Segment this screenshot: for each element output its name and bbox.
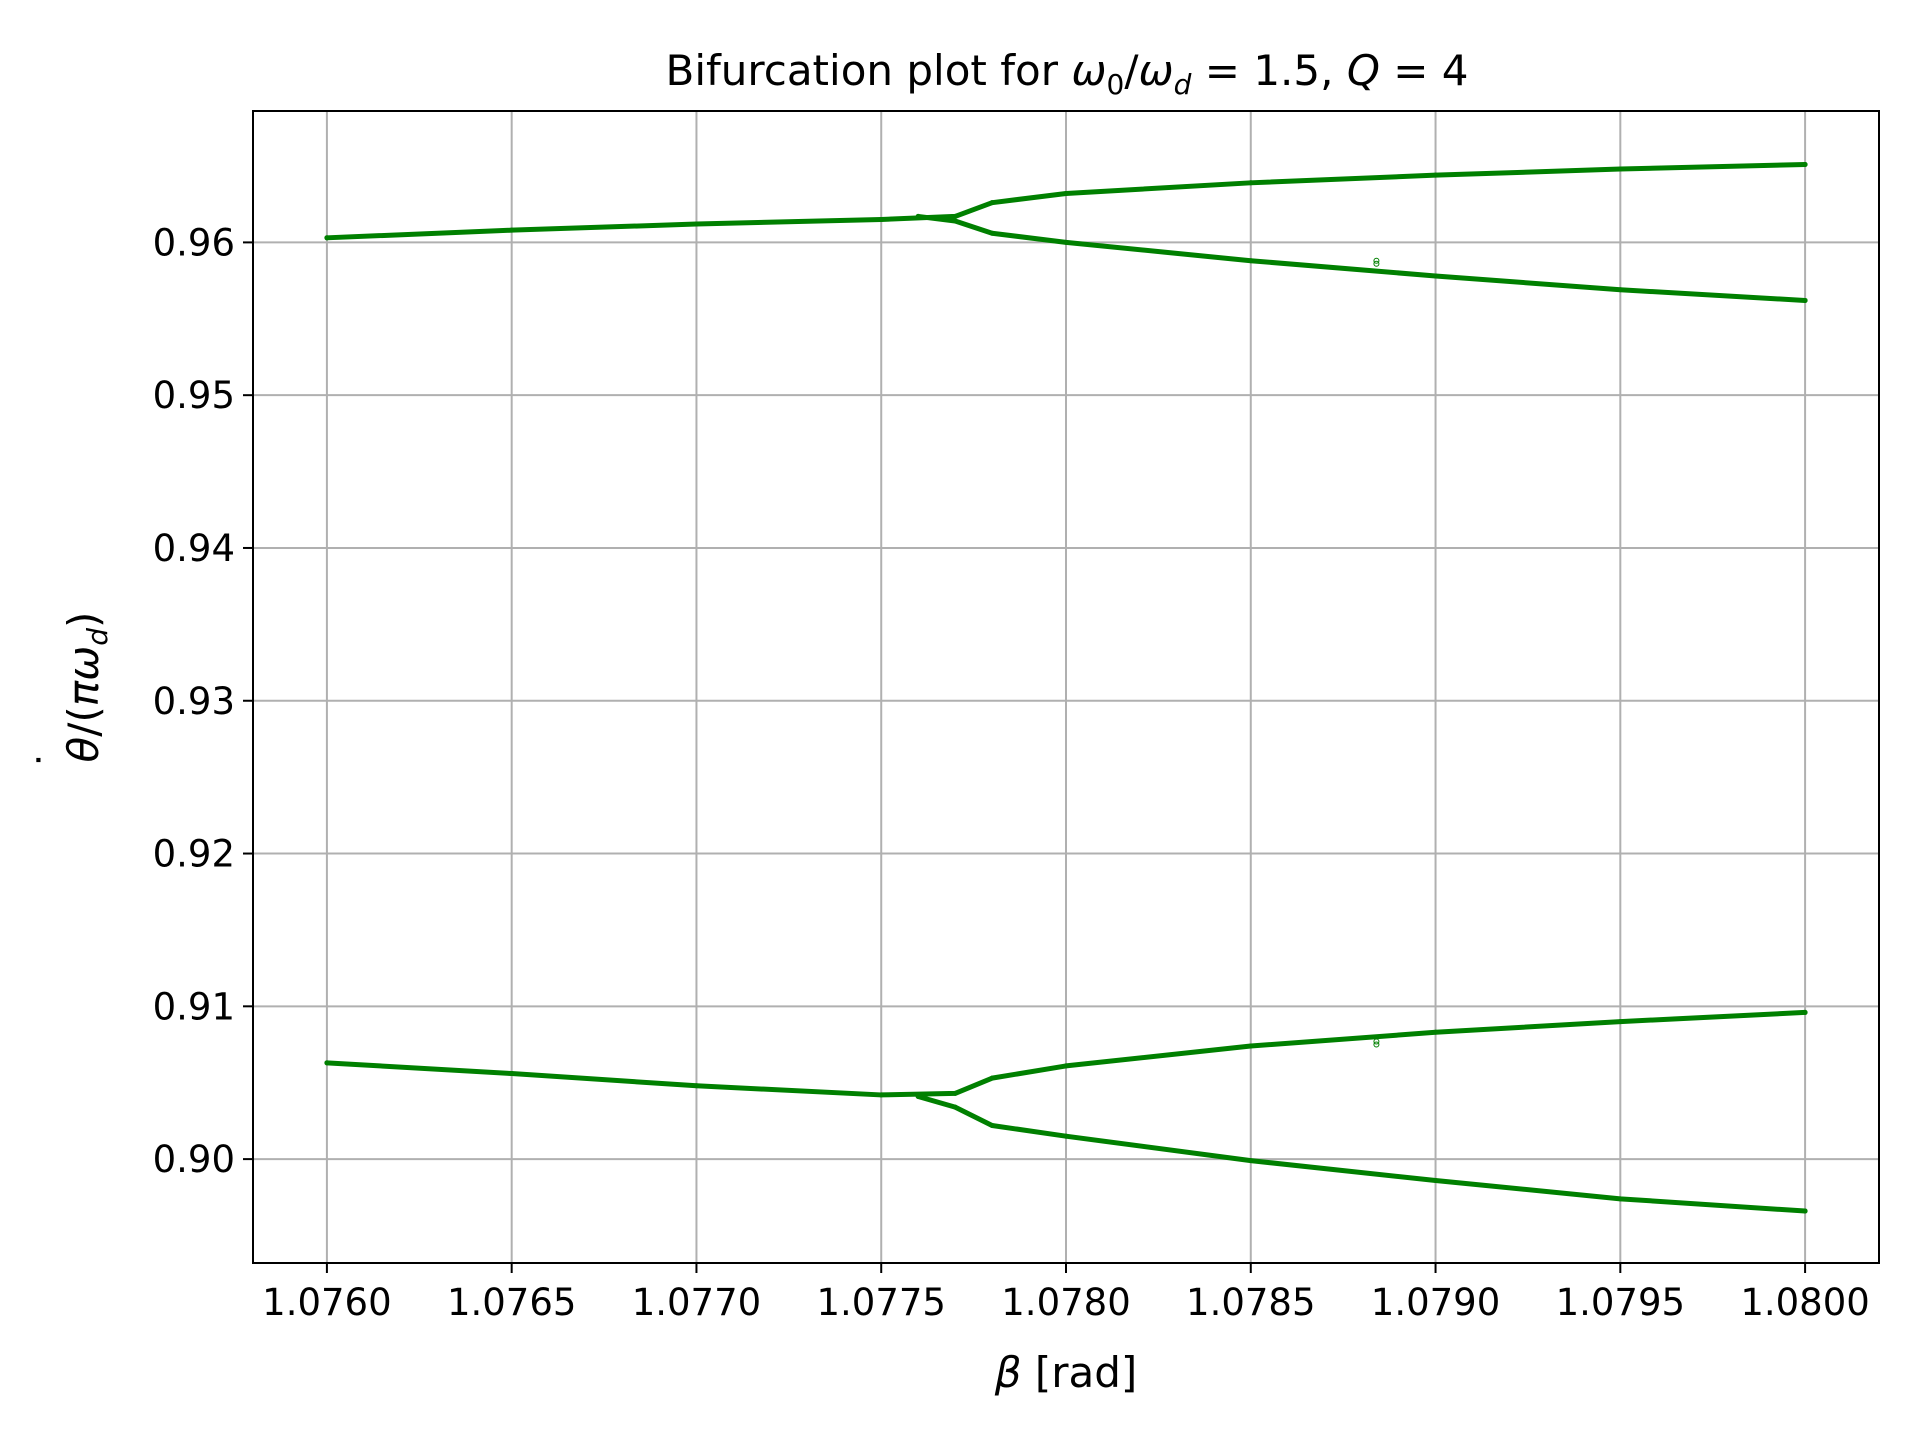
y-tick-label: 0.96 (153, 221, 235, 264)
y-tick-label: 0.90 (153, 1138, 235, 1181)
data-point (1617, 166, 1623, 172)
data-point (1063, 191, 1069, 197)
x-tick-label: 1.0795 (1556, 1281, 1685, 1324)
x-tick-label: 1.0780 (1001, 1281, 1130, 1324)
data-point (1433, 172, 1439, 178)
series-4-branch (915, 1093, 1808, 1214)
y-tick-label: 0.92 (153, 833, 235, 876)
data-point (509, 1071, 515, 1077)
data-point (1617, 287, 1623, 293)
data-point (1617, 1019, 1623, 1025)
x-tick-label: 1.0785 (1186, 1281, 1315, 1324)
grid-lines (253, 111, 1879, 1263)
data-point (952, 213, 958, 219)
stray-point (1373, 1041, 1380, 1048)
data-point (915, 1093, 921, 1099)
data-point (878, 216, 884, 222)
data-series (324, 161, 1808, 1214)
data-point (1248, 1043, 1254, 1049)
plot-area (252, 110, 1880, 1264)
data-point (1063, 1063, 1069, 1069)
data-point (952, 218, 958, 224)
data-point (693, 221, 699, 227)
data-point (1617, 1196, 1623, 1202)
stray-point (1373, 257, 1380, 264)
y-tick-label: 0.91 (153, 985, 235, 1028)
data-point (1802, 297, 1808, 303)
data-point (1802, 1009, 1808, 1015)
data-point (952, 1090, 958, 1096)
y-axis-label: θ/(πωd) (59, 612, 114, 763)
data-point (878, 1092, 884, 1098)
data-point (324, 235, 330, 241)
data-point (1433, 1177, 1439, 1183)
data-point (1063, 1133, 1069, 1139)
data-point (989, 1122, 995, 1128)
data-point (1248, 1158, 1254, 1164)
stray-point (1373, 260, 1380, 267)
x-tick-label: 1.0765 (447, 1281, 576, 1324)
data-point (1802, 161, 1808, 167)
y-axis-label-dot: ˙ (29, 750, 78, 771)
data-point (989, 1075, 995, 1081)
x-axis-label: β [rad] (994, 1348, 1138, 1397)
data-point (952, 1104, 958, 1110)
data-point (324, 1060, 330, 1066)
y-tick-label: 0.94 (153, 527, 235, 570)
data-point (1063, 239, 1069, 245)
data-point (1248, 258, 1254, 264)
stray-point (1373, 1038, 1380, 1045)
data-point (1802, 1208, 1808, 1214)
series-2-branch (915, 213, 1808, 303)
data-point (1433, 273, 1439, 279)
data-point (989, 230, 995, 236)
data-point (915, 213, 921, 219)
x-tick-label: 1.0770 (632, 1281, 761, 1324)
x-tick-label: 1.0775 (816, 1281, 945, 1324)
x-tick-label: 1.0800 (1740, 1281, 1869, 1324)
data-point (509, 227, 515, 233)
data-point (989, 200, 995, 206)
x-axis: 1.0760 1.0765 1.0770 1.0775 1.0780 1.0785 1.07… (262, 1263, 1870, 1324)
y-tick-label: 0.93 (153, 680, 235, 723)
x-tick-label: 1.0790 (1371, 1281, 1500, 1324)
data-point (1433, 1029, 1439, 1035)
y-axis: 0.90 0.91 0.92 0.93 0.94 0.95 0.96 (153, 221, 253, 1181)
data-point (693, 1083, 699, 1089)
data-point (1248, 180, 1254, 186)
chart-title: Bifurcation plot for ω0/ωd = 1.5, Q = 4 (666, 46, 1469, 101)
x-tick-label: 1.0760 (262, 1281, 391, 1324)
y-tick-label: 0.95 (153, 374, 235, 417)
